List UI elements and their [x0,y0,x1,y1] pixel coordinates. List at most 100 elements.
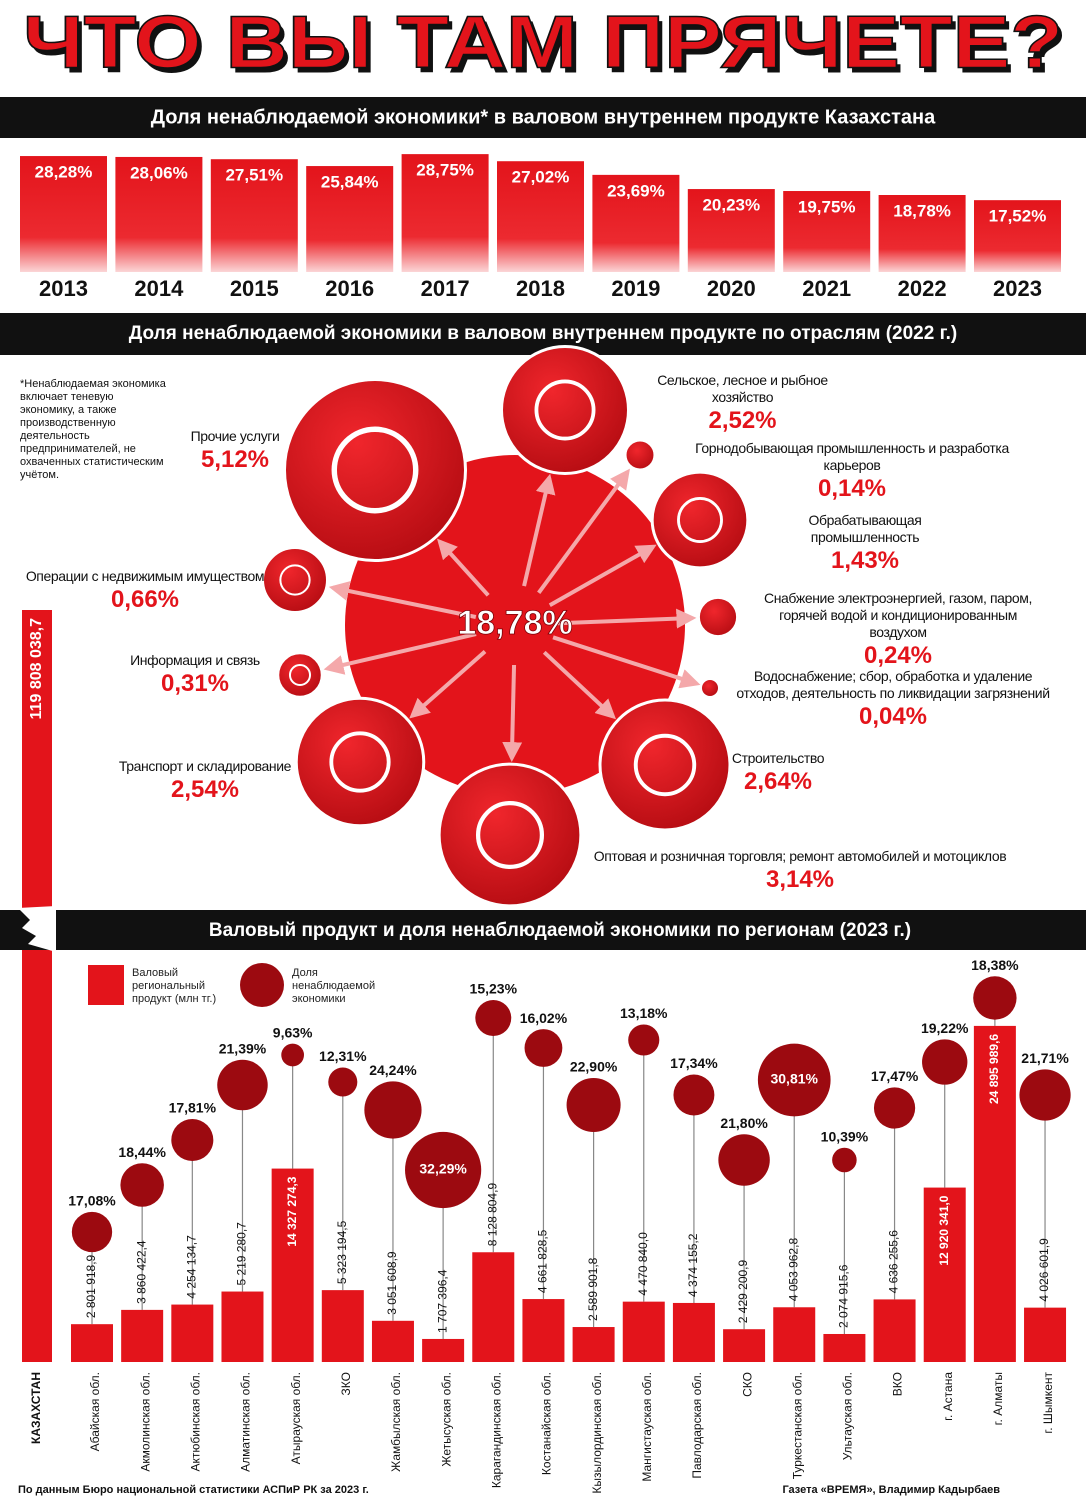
sector-circle [294,696,426,828]
value-label: 0,31% [160,670,230,697]
bar [783,191,871,272]
share-circle [757,1043,831,1117]
value-label: 4 636 255,6 [887,1230,901,1294]
value-label: 2,64% [743,768,813,795]
x-tick-label: 2020 [707,276,756,301]
share-label: 15,23% [470,981,518,997]
value-label: 2 801 918,9 [84,1254,98,1318]
sector-label: Строительство 2,64% [728,750,828,797]
sector-label: Прочие услуги 5,12% [175,428,295,475]
sector-circle [437,762,583,908]
sector-label: Водоснабжение; сбор, обработка и удалени… [728,668,1058,732]
bar [422,1338,465,1362]
arrow [328,581,477,619]
arrow [537,468,630,594]
category-label: Снабжение электроэнергией, газом, паром,… [763,590,1033,640]
share-circle [364,1081,422,1139]
share-label: 16,02% [520,1010,568,1026]
share-label: 19,22% [921,1020,969,1036]
bar [572,1327,615,1362]
share-label: 13,18% [620,1005,668,1021]
share-circle [475,1000,512,1036]
value-label: 4 254 134,7 [184,1235,198,1299]
x-tick-label: 2023 [993,276,1042,301]
share-label: 12,31% [319,1048,367,1064]
value-label: 8 128 804,9 [485,1183,499,1247]
value-label: 119 808 038,7 [28,618,45,720]
bar [472,1252,515,1362]
share-circle [217,1059,268,1111]
share-circle [71,1211,113,1253]
value-label: 4 470 840,0 [636,1232,650,1296]
value-label: 4 374 155,2 [686,1233,700,1297]
x-tick-label: 2022 [898,276,947,301]
sector-circle [696,595,740,639]
header-bar [0,910,1086,950]
bar [923,1187,966,1362]
value-label: 25,84% [321,173,379,192]
share-circle [973,976,1017,1020]
share-circle [120,1163,164,1207]
legend-label: Валовый региональный продукт (млн тг.) [132,967,217,1005]
value-label: 2 589 901,8 [586,1257,600,1321]
icon [475,800,545,870]
share-circle [281,1043,305,1067]
value-label: 4 026 601,9 [1037,1238,1051,1302]
value-label: 0,14% [817,475,887,502]
value-label: 28,75% [416,161,474,180]
x-tick-label: 2019 [611,276,660,301]
source: По данным Бюро национальной статистики А… [18,1484,369,1496]
bar [878,195,966,272]
category-label: Транспорт и складирование [118,758,292,774]
sector-label: Обрабатывающая промышленность 1,43% [755,512,975,576]
arrow [522,473,556,587]
category-label: Информация и связь [130,652,260,668]
header-bar [0,313,1086,355]
x-tick-label: СКО [740,1372,754,1397]
value-label: 28,06% [130,163,188,182]
bar [271,1168,314,1362]
x-tick-label: 2015 [230,276,279,301]
x-tick-label: ВКО [891,1372,905,1396]
x-tick-label: Кызылординская обл. [590,1372,604,1494]
bar [974,200,1061,272]
value-label: 3,14% [765,866,835,893]
sector-circle [702,680,718,696]
bar [1024,1307,1067,1362]
x-tick-label: Костанайская обл. [540,1372,554,1475]
bar [592,174,680,272]
legend-swatch [240,963,284,1007]
x-tick-label: Акмолинская обл. [138,1372,152,1472]
value-label: 1,43% [830,547,900,574]
value-label: 2,54% [170,776,240,803]
category-label: Операции с недвижимым имуществом [25,568,265,584]
value-label: 4 053 962,8 [786,1238,800,1302]
sector-circle [261,546,329,614]
share-label: 18,44% [118,1144,166,1160]
icon [677,497,723,543]
category-label: Строительство [731,750,825,766]
x-tick-label: Абайская обл. [88,1372,102,1451]
bar [823,1333,866,1362]
share-circle [873,1087,916,1129]
sector-label: Сельское, лесное и рыбное хозяйство 2,52% [625,372,860,436]
share-circle [328,1067,358,1097]
share-circle [718,1134,770,1186]
value-label: 24 895 989,6 [987,1034,1001,1104]
bar [321,1290,364,1362]
icon [534,379,596,441]
category-label: Обрабатывающая промышленность [808,512,922,545]
sector-label: Снабжение электроэнергией, газом, паром,… [752,590,1044,671]
x-tick-label: Мангистауская обл. [640,1372,654,1482]
category-label: Прочие услуги [190,428,280,444]
bar [221,1291,264,1362]
value-label: 12 920 341,0 [937,1195,951,1265]
share-label: 30,81% [770,1071,818,1087]
sector-label: Горнодобывающая промышленность и разрабо… [672,440,1032,504]
value-label: 23,69% [607,181,665,200]
share-label: 17,34% [670,1055,718,1071]
section-title: Валовый продукт и доля ненаблюдаемой эко… [209,920,911,941]
bar [20,156,107,272]
bar [171,1304,214,1362]
